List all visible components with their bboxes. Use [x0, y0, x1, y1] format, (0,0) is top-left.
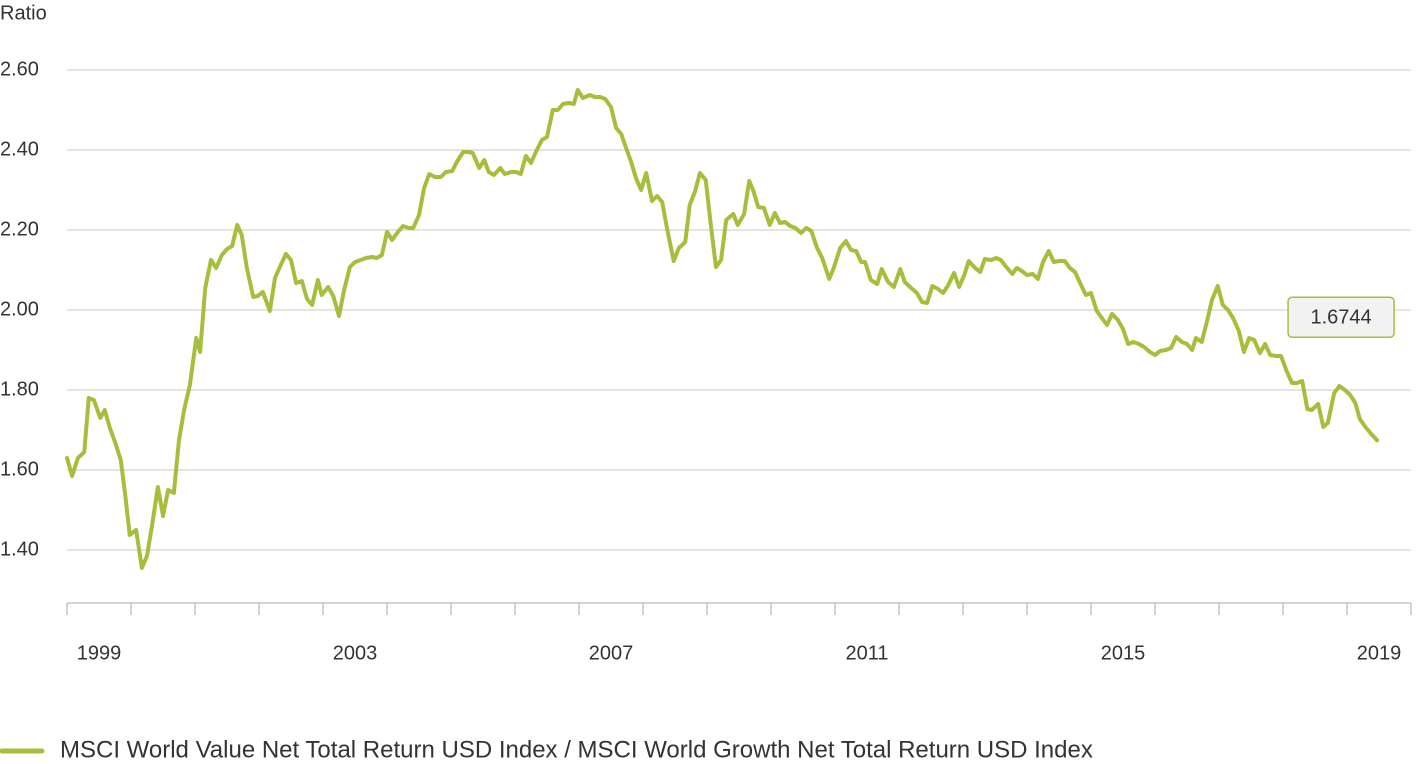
x-tick-label: 2015: [1101, 642, 1146, 664]
x-tick-label: 2011: [845, 642, 888, 664]
y-tick-label: 2.40: [0, 138, 39, 160]
y-tick-label: 2.60: [0, 58, 39, 80]
legend-label: MSCI World Value Net Total Return USD In…: [60, 736, 1093, 763]
y-tick-label: 1.60: [0, 458, 39, 480]
x-tick-label: 2003: [333, 642, 378, 664]
y-tick-label: 2.20: [0, 218, 39, 240]
y-tick-label: 2.00: [0, 298, 39, 320]
x-tick-label: 1999: [77, 642, 122, 664]
y-axis-label: Ratio: [0, 2, 47, 24]
y-tick-label: 1.40: [0, 538, 39, 560]
last-value-box: [1287, 296, 1395, 338]
x-tick-label: 2019: [1357, 642, 1402, 664]
x-tick-label: 2007: [589, 642, 634, 664]
y-tick-label: 1.80: [0, 378, 39, 400]
data-line: [65, 88, 1380, 570]
last-value-label: 1.6744: [1310, 307, 1371, 329]
